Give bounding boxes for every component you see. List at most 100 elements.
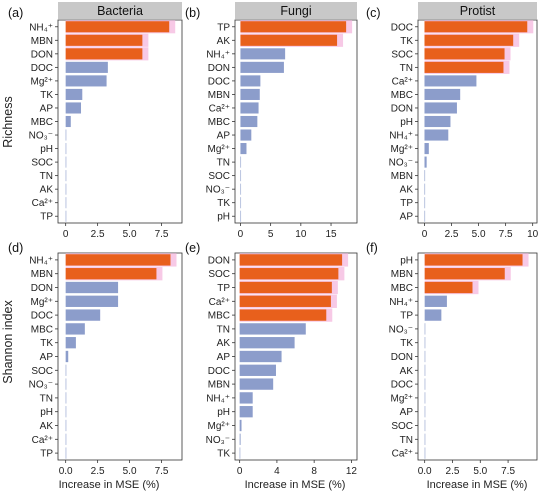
- bar: [424, 309, 442, 321]
- bar: [240, 115, 258, 128]
- y-tick-label: DOC: [31, 63, 53, 74]
- y-tick-label: AK: [40, 185, 54, 196]
- bar: [65, 21, 170, 33]
- bar: [65, 295, 119, 307]
- bar: [424, 295, 447, 307]
- bar: [424, 337, 426, 349]
- y-tick-label: Mg²⁺: [208, 144, 231, 155]
- bar: [240, 88, 260, 100]
- bar: [240, 143, 247, 155]
- y-tick-label: NO₃⁻: [29, 380, 53, 391]
- y-tick-label: MBN: [31, 269, 53, 280]
- x-axis-label-bacteria: Increase in MSE (%): [59, 479, 160, 491]
- bar: [65, 48, 143, 60]
- bar: [239, 323, 306, 335]
- y-tick-label: Ca²⁺: [209, 297, 230, 308]
- y-tick-label: Mg²⁺: [31, 76, 54, 87]
- x-axis-label-protist: Increase in MSE (%): [427, 479, 528, 491]
- x-tick-label: 8: [311, 466, 317, 477]
- y-tick-label: DON: [31, 283, 53, 294]
- y-tick-label: TK: [400, 36, 413, 47]
- bar: [65, 433, 67, 445]
- bar: [424, 21, 528, 33]
- y-tick-label: TP: [40, 449, 53, 460]
- bar: [239, 406, 253, 418]
- bar: [65, 364, 67, 376]
- bar: [424, 433, 426, 445]
- title-strip: [235, 2, 357, 19]
- bar: [65, 392, 67, 404]
- bar: [424, 323, 426, 335]
- bar: [65, 378, 67, 390]
- y-tick-label: MBN: [391, 171, 413, 182]
- bar: [424, 102, 457, 114]
- y-tick-label: SOC: [391, 49, 413, 60]
- bar: [424, 268, 505, 280]
- y-tick-label: pH: [217, 407, 230, 418]
- y-tick-label: DOC: [391, 380, 413, 391]
- x-tick-label: 0.0: [59, 466, 73, 477]
- bar: [424, 183, 426, 195]
- bar: [240, 197, 242, 209]
- bar: [424, 61, 504, 73]
- bar: [240, 183, 242, 195]
- x-tick-label: 7.5: [501, 466, 515, 477]
- title-strip: [58, 2, 182, 19]
- x-tick-label: 2.5: [91, 229, 105, 240]
- bar: [424, 350, 426, 363]
- y-tick-label: NO₃⁻: [206, 435, 230, 446]
- y-tick-label: pH: [400, 117, 413, 128]
- y-tick-label: TK: [217, 449, 230, 460]
- y-tick-label: Ca²⁺: [392, 76, 413, 87]
- y-tick-label: DOC: [208, 366, 230, 377]
- bar: [239, 295, 331, 307]
- bar: [239, 433, 241, 445]
- row-label-shannon: Shannon index: [1, 300, 15, 384]
- bar: [424, 129, 449, 141]
- y-tick-label: MBN: [208, 90, 230, 101]
- bar: [239, 364, 276, 376]
- y-tick-label: TP: [217, 22, 230, 33]
- panel-label: (e): [185, 241, 200, 255]
- bar: [424, 392, 426, 404]
- y-tick-label: pH: [40, 407, 53, 418]
- y-tick-label: TN: [400, 435, 413, 446]
- bar: [239, 268, 339, 280]
- bar: [424, 364, 426, 376]
- x-tick-label: 0: [238, 229, 244, 240]
- y-tick-label: AP: [217, 131, 231, 142]
- y-tick-label: NH₄⁺: [206, 49, 230, 60]
- bar: [424, 254, 523, 266]
- x-tick-label: 5.0: [123, 229, 137, 240]
- y-tick-label: NO₃⁻: [206, 185, 230, 196]
- y-tick-label: DON: [31, 49, 53, 60]
- bar: [239, 281, 332, 294]
- bar: [239, 254, 343, 266]
- title-strip: [418, 2, 537, 19]
- x-tick-label: 2.5: [446, 466, 460, 477]
- bar: [239, 447, 241, 459]
- x-tick-label: 2.5: [91, 466, 105, 477]
- bar: [65, 88, 83, 100]
- y-tick-label: AP: [400, 212, 414, 223]
- bar: [65, 183, 67, 195]
- y-tick-label: Ca²⁺: [209, 103, 230, 114]
- y-tick-label: AP: [400, 407, 414, 418]
- y-tick-label: MBC: [31, 117, 53, 128]
- y-tick-label: TP: [400, 311, 413, 322]
- bar: [239, 309, 327, 321]
- bar: [65, 143, 67, 155]
- y-tick-label: Mg²⁺: [31, 297, 54, 308]
- y-tick-label: DON: [391, 352, 413, 363]
- y-tick-label: TN: [40, 171, 53, 182]
- bar: [65, 419, 67, 432]
- y-tick-label: DOC: [391, 22, 413, 33]
- y-tick-label: DON: [391, 103, 413, 114]
- bar: [424, 88, 461, 100]
- bar: [240, 61, 284, 73]
- bar: [240, 210, 242, 222]
- bar: [424, 34, 514, 46]
- bar: [424, 75, 477, 87]
- y-tick-label: pH: [217, 212, 230, 223]
- y-tick-label: SOC: [208, 269, 230, 280]
